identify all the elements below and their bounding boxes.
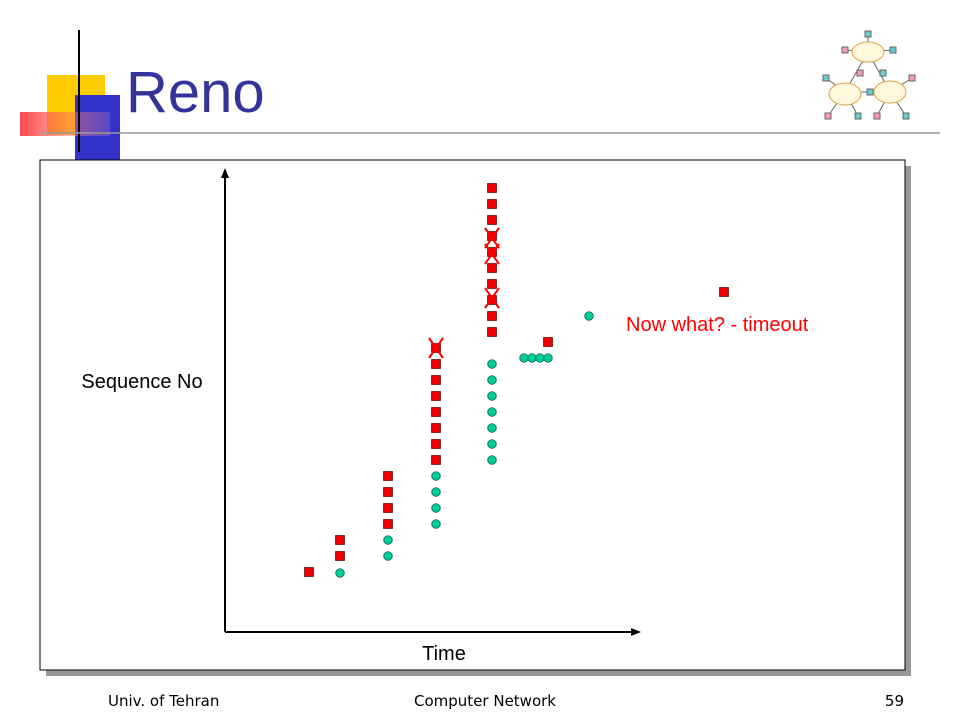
y-axis-label: Sequence No: [81, 371, 202, 393]
packet: [431, 359, 441, 369]
ack: [535, 353, 545, 363]
packet: [487, 327, 497, 337]
ack: [543, 353, 553, 363]
packet: [335, 551, 345, 561]
ack: [519, 353, 529, 363]
packet: [487, 231, 497, 241]
ack: [431, 471, 441, 481]
ack: [527, 353, 537, 363]
loss-mark: [484, 243, 500, 265]
ack: [487, 375, 497, 385]
x-arrow: [631, 628, 641, 636]
packet: [383, 519, 393, 529]
plot: [221, 168, 729, 636]
ack: [431, 487, 441, 497]
ack: [487, 391, 497, 401]
loss-mark: [484, 227, 500, 249]
packet: [487, 295, 497, 305]
packet: [543, 337, 553, 347]
packet: [431, 391, 441, 401]
packet: [487, 311, 497, 321]
packet: [487, 279, 497, 289]
ack: [335, 568, 345, 578]
ack: [431, 519, 441, 529]
packet: [487, 183, 497, 193]
packet: [431, 407, 441, 417]
ack: [487, 407, 497, 417]
diagram-box: [39, 159, 906, 671]
footer-center: Computer Network: [414, 692, 556, 710]
packet: [487, 215, 497, 225]
title: Reno: [126, 60, 265, 125]
packet: [431, 423, 441, 433]
annotation: Now what? - timeout: [626, 314, 809, 336]
network-icon: [822, 30, 916, 120]
packet: [487, 263, 497, 273]
x-axis-label: Time: [422, 643, 466, 665]
ack: [487, 423, 497, 433]
ack: [383, 535, 393, 545]
packet: [487, 199, 497, 209]
packet: [335, 535, 345, 545]
ack: [383, 551, 393, 561]
loss-mark: [428, 337, 444, 359]
packet: [383, 503, 393, 513]
packet: [431, 455, 441, 465]
packet: [719, 287, 729, 297]
footer-right: 59: [885, 692, 904, 710]
packet: [383, 487, 393, 497]
ack: [487, 455, 497, 465]
footer-left: Univ. of Tehran: [108, 692, 219, 710]
ack: [487, 359, 497, 369]
deco-red: [20, 112, 110, 136]
packet: [304, 567, 314, 577]
packet: [431, 375, 441, 385]
y-arrow: [221, 168, 229, 178]
ack: [487, 439, 497, 449]
loss-mark: [484, 287, 500, 309]
ack: [584, 311, 594, 321]
packet: [383, 471, 393, 481]
ack: [431, 503, 441, 513]
packet: [487, 247, 497, 257]
packet: [431, 439, 441, 449]
